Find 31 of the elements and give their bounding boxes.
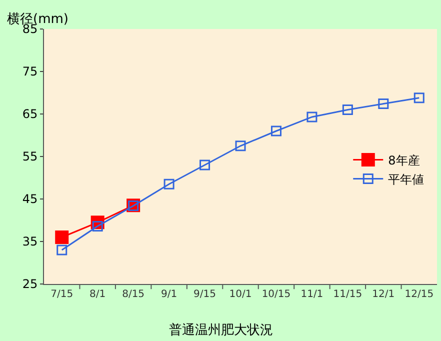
point <box>164 178 174 190</box>
x-tick-label: 8/1 <box>90 289 106 300</box>
x-tick-label: 9/1 <box>161 289 178 300</box>
x-axis-title: 普通温州肥大状況 <box>169 322 273 338</box>
point <box>342 104 353 115</box>
y-tick-label: 65 <box>22 107 38 122</box>
x-tick-label: 9/15 <box>194 289 216 300</box>
y-tick-label: 35 <box>22 234 38 249</box>
y-tick-label: 25 <box>22 277 38 292</box>
legend-label: 8年産 <box>388 153 420 168</box>
point <box>56 244 68 256</box>
point <box>414 92 424 104</box>
x-tick-label: 7/15 <box>50 289 74 300</box>
x-tick-label: 10/1 <box>229 289 252 300</box>
y-tick-label: 55 <box>22 150 38 164</box>
x-tick-label: 10/15 <box>262 289 291 300</box>
x-tick-label: 12/15 <box>404 289 434 300</box>
point <box>55 230 69 244</box>
x-tick-label: 8/15 <box>122 289 145 300</box>
point <box>306 112 318 122</box>
x-tick-label: 11/1 <box>300 289 324 300</box>
point <box>235 140 246 152</box>
x-tick-label: 11/15 <box>333 289 362 300</box>
point <box>92 220 103 232</box>
point <box>270 126 282 136</box>
point <box>200 160 210 170</box>
point <box>378 98 389 110</box>
x-tick-label: 12/1 <box>372 289 395 300</box>
legend-label: 平年値 <box>388 172 424 186</box>
y-tick-label: 75 <box>22 64 38 79</box>
y-tick-label: 45 <box>22 192 38 206</box>
